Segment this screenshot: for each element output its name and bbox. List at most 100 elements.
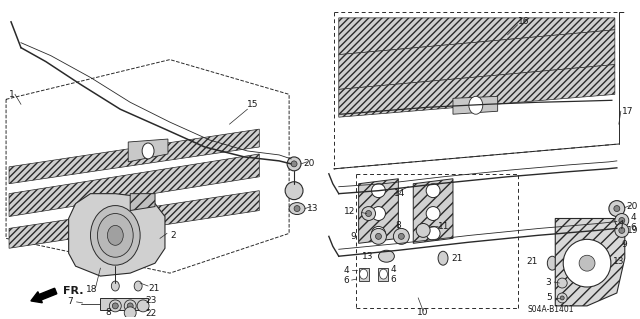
Ellipse shape bbox=[557, 293, 567, 303]
Polygon shape bbox=[9, 129, 259, 184]
Ellipse shape bbox=[362, 207, 376, 220]
Text: 5: 5 bbox=[547, 293, 552, 302]
Text: 6: 6 bbox=[390, 275, 396, 284]
Ellipse shape bbox=[609, 201, 625, 217]
Text: 18: 18 bbox=[86, 286, 97, 294]
Ellipse shape bbox=[285, 182, 303, 200]
Text: S04A-B1401: S04A-B1401 bbox=[527, 305, 574, 314]
Text: 6: 6 bbox=[631, 223, 637, 232]
Text: 6: 6 bbox=[343, 276, 349, 285]
Ellipse shape bbox=[108, 226, 124, 245]
Text: 1: 1 bbox=[9, 90, 15, 99]
Ellipse shape bbox=[360, 269, 367, 279]
Ellipse shape bbox=[372, 184, 385, 198]
Text: 4: 4 bbox=[390, 265, 396, 274]
Text: 13: 13 bbox=[362, 252, 374, 261]
Ellipse shape bbox=[398, 234, 404, 239]
Text: 11: 11 bbox=[438, 222, 449, 231]
Text: 8: 8 bbox=[106, 308, 111, 317]
Text: 3: 3 bbox=[545, 278, 551, 286]
Ellipse shape bbox=[557, 278, 567, 288]
Ellipse shape bbox=[142, 143, 154, 159]
Ellipse shape bbox=[137, 300, 149, 312]
Ellipse shape bbox=[127, 303, 133, 309]
Polygon shape bbox=[339, 18, 615, 55]
Text: 2: 2 bbox=[170, 231, 175, 240]
Polygon shape bbox=[339, 64, 615, 117]
Text: 4: 4 bbox=[631, 213, 636, 222]
Polygon shape bbox=[453, 96, 498, 114]
Polygon shape bbox=[130, 194, 155, 211]
Ellipse shape bbox=[563, 239, 611, 287]
Polygon shape bbox=[9, 191, 259, 248]
Ellipse shape bbox=[547, 256, 557, 270]
FancyArrow shape bbox=[31, 288, 57, 303]
Text: 21: 21 bbox=[148, 284, 159, 293]
Text: 13: 13 bbox=[613, 257, 625, 266]
Ellipse shape bbox=[615, 213, 628, 227]
Text: 7: 7 bbox=[67, 297, 72, 307]
Ellipse shape bbox=[371, 228, 387, 244]
Polygon shape bbox=[378, 268, 388, 281]
Polygon shape bbox=[68, 194, 165, 276]
Ellipse shape bbox=[604, 238, 620, 254]
Ellipse shape bbox=[594, 257, 610, 269]
Ellipse shape bbox=[426, 207, 440, 220]
Ellipse shape bbox=[609, 243, 615, 249]
Text: 8: 8 bbox=[396, 221, 401, 230]
Ellipse shape bbox=[109, 300, 121, 312]
Polygon shape bbox=[556, 219, 625, 306]
Text: FR.: FR. bbox=[63, 286, 83, 296]
Ellipse shape bbox=[378, 250, 394, 262]
Ellipse shape bbox=[560, 296, 564, 300]
Ellipse shape bbox=[113, 303, 118, 309]
Text: 14: 14 bbox=[394, 189, 406, 198]
Polygon shape bbox=[9, 154, 259, 217]
Ellipse shape bbox=[426, 184, 440, 198]
Ellipse shape bbox=[579, 255, 595, 271]
Text: 17: 17 bbox=[622, 107, 634, 116]
Ellipse shape bbox=[619, 227, 625, 234]
Ellipse shape bbox=[416, 223, 430, 237]
Text: 21: 21 bbox=[451, 254, 462, 263]
Text: 22: 22 bbox=[145, 309, 156, 318]
Text: 10: 10 bbox=[417, 308, 429, 317]
Text: 19: 19 bbox=[627, 226, 638, 235]
Text: 20: 20 bbox=[627, 202, 638, 211]
Ellipse shape bbox=[294, 205, 300, 211]
Polygon shape bbox=[339, 30, 615, 89]
Text: 16: 16 bbox=[518, 17, 529, 26]
Polygon shape bbox=[358, 179, 398, 243]
Ellipse shape bbox=[291, 161, 297, 167]
Ellipse shape bbox=[426, 226, 440, 240]
Ellipse shape bbox=[469, 96, 483, 114]
Polygon shape bbox=[358, 268, 369, 281]
Text: 9: 9 bbox=[350, 232, 356, 241]
Ellipse shape bbox=[372, 226, 385, 240]
Polygon shape bbox=[413, 179, 453, 243]
Ellipse shape bbox=[376, 234, 381, 239]
Text: 13: 13 bbox=[307, 204, 319, 213]
Ellipse shape bbox=[372, 207, 385, 220]
Text: 15: 15 bbox=[248, 100, 259, 109]
Ellipse shape bbox=[287, 157, 301, 171]
Text: 21: 21 bbox=[526, 257, 538, 266]
Text: 20: 20 bbox=[303, 160, 314, 168]
Ellipse shape bbox=[380, 269, 387, 279]
Ellipse shape bbox=[134, 281, 142, 291]
Ellipse shape bbox=[394, 228, 409, 244]
Ellipse shape bbox=[111, 281, 119, 291]
Ellipse shape bbox=[289, 203, 305, 214]
Ellipse shape bbox=[365, 211, 372, 217]
Ellipse shape bbox=[615, 223, 628, 237]
Text: 12: 12 bbox=[344, 207, 356, 216]
Ellipse shape bbox=[614, 205, 620, 211]
Polygon shape bbox=[100, 298, 148, 310]
Ellipse shape bbox=[124, 307, 136, 319]
Ellipse shape bbox=[124, 300, 136, 312]
Ellipse shape bbox=[438, 251, 448, 265]
Text: 9: 9 bbox=[622, 240, 628, 249]
Ellipse shape bbox=[90, 205, 140, 265]
Ellipse shape bbox=[97, 213, 133, 257]
Ellipse shape bbox=[619, 218, 625, 223]
